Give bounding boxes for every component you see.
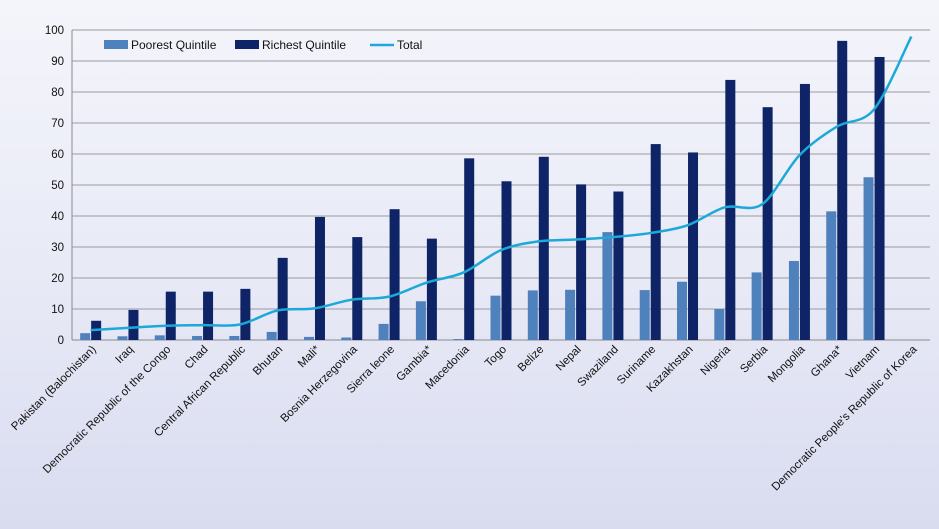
legend-swatch — [235, 40, 259, 49]
bars — [80, 40, 885, 340]
bar-poorest-quintile — [341, 337, 352, 340]
bar-richest-quintile — [165, 291, 176, 340]
bar-richest-quintile — [874, 56, 885, 340]
bar-richest-quintile — [613, 191, 624, 340]
y-tick-label: 60 — [51, 149, 64, 161]
y-tick-label: 30 — [51, 242, 64, 254]
bar-richest-quintile — [314, 216, 325, 340]
x-tick-label: Mongolia — [766, 343, 808, 385]
bar-poorest-quintile — [415, 301, 426, 340]
bar-richest-quintile — [277, 257, 288, 340]
total-line — [90, 35, 913, 332]
x-tick-label: Togo — [483, 344, 509, 370]
bar-poorest-quintile — [677, 281, 688, 340]
bar-poorest-quintile — [192, 335, 203, 340]
bar-poorest-quintile — [602, 232, 613, 340]
bar-richest-quintile — [538, 156, 549, 340]
bar-poorest-quintile — [863, 177, 874, 340]
x-tick-label: Bhutan — [251, 344, 285, 378]
bar-richest-quintile — [426, 238, 437, 340]
x-tick-label: Ghana* — [809, 343, 845, 379]
bar-richest-quintile — [650, 144, 661, 340]
bar-richest-quintile — [688, 152, 699, 340]
bar-poorest-quintile — [751, 272, 762, 340]
x-tick-label: Swaziland — [575, 344, 621, 390]
bar-poorest-quintile — [788, 260, 799, 340]
legend-label: Richest Quintile — [262, 38, 346, 52]
x-tick-label: Nigeria — [699, 343, 734, 378]
bar-richest-quintile — [799, 83, 810, 340]
bar-richest-quintile — [389, 209, 400, 340]
legend: Poorest Quintile Richest Quintile Total — [104, 38, 422, 52]
y-tick-label: 80 — [51, 87, 64, 99]
bar-richest-quintile — [203, 291, 214, 340]
x-tick-label: Pakistan (Balochistan) — [9, 344, 99, 434]
bar-poorest-quintile — [714, 309, 725, 340]
y-tick-label: 0 — [58, 335, 64, 347]
x-tick-label: Serbia — [738, 343, 770, 375]
bar-poorest-quintile — [639, 290, 650, 340]
y-axis: 0 10 20 30 40 50 60 70 80 90 100 — [45, 25, 73, 347]
bar-poorest-quintile — [453, 339, 464, 340]
y-tick-label: 100 — [45, 25, 64, 37]
bar-poorest-quintile — [266, 331, 277, 340]
bar-poorest-quintile — [303, 336, 314, 340]
bar-poorest-quintile — [826, 211, 837, 340]
legend-label: Poorest Quintile — [131, 38, 217, 52]
x-tick-label: Nepal — [554, 344, 584, 374]
bar-richest-quintile — [576, 184, 587, 340]
x-tick-label: Mali* — [296, 343, 323, 370]
y-tick-label: 90 — [51, 56, 64, 68]
bar-poorest-quintile — [378, 323, 389, 340]
bar-poorest-quintile — [80, 333, 91, 340]
bar-richest-quintile — [725, 79, 736, 340]
x-tick-label: Democratic Republic of the Congo — [41, 344, 173, 476]
x-tick-label: Vietnam — [844, 344, 882, 382]
bar-poorest-quintile — [527, 290, 538, 340]
legend-label: Total — [397, 38, 422, 52]
bar-richest-quintile — [352, 237, 363, 340]
y-tick-label: 20 — [51, 273, 64, 285]
bar-poorest-quintile — [117, 336, 128, 340]
y-tick-label: 70 — [51, 118, 64, 130]
bar-richest-quintile — [240, 288, 251, 340]
y-tick-label: 40 — [51, 211, 64, 223]
x-tick-label: Chad — [183, 344, 211, 372]
bar-richest-quintile — [762, 107, 773, 340]
bar-richest-quintile — [501, 181, 512, 340]
total-series-line — [90, 35, 913, 332]
bar-richest-quintile — [128, 309, 139, 340]
gridlines — [72, 29, 930, 341]
x-tick-label: Iraq — [114, 344, 137, 367]
bar-poorest-quintile — [565, 289, 576, 340]
bar-poorest-quintile — [490, 295, 501, 340]
legend-swatch — [104, 40, 128, 49]
bar-richest-quintile — [464, 158, 475, 340]
y-tick-label: 50 — [51, 180, 64, 192]
bar-richest-quintile — [837, 40, 848, 340]
y-tick-label: 10 — [51, 304, 64, 316]
x-tick-label: Belize — [516, 344, 547, 375]
bar-poorest-quintile — [229, 335, 240, 340]
bar-poorest-quintile — [154, 335, 165, 340]
